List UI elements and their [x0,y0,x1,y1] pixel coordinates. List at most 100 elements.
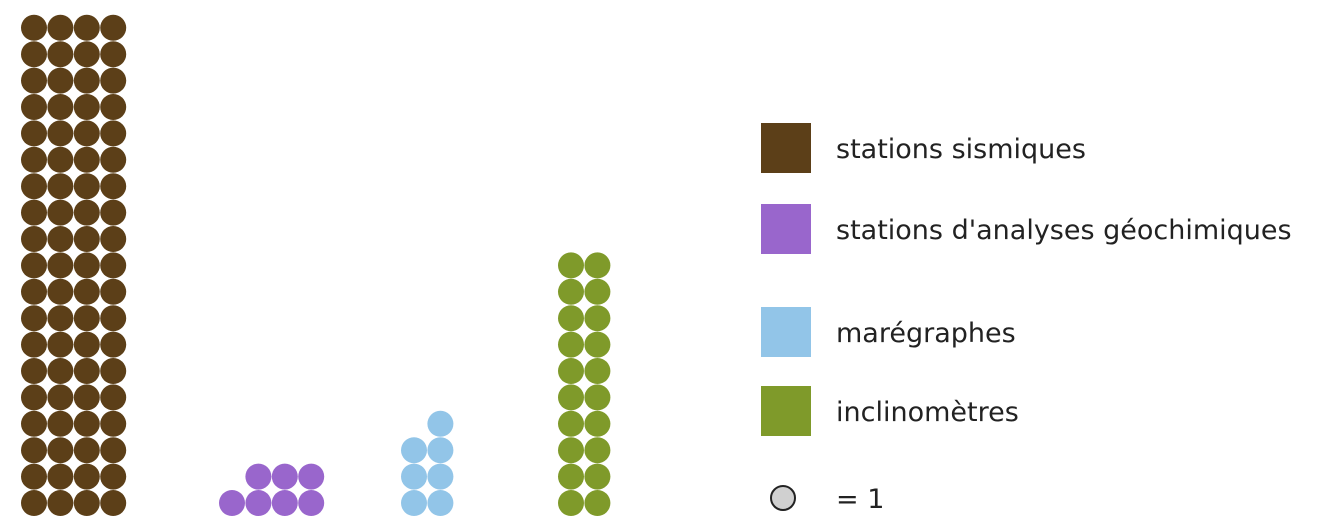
legend-swatch-0 [761,123,811,173]
dot-sismiques-9 [47,437,74,464]
dot-sismiques-43 [100,226,127,252]
dot-inclinometres-14 [558,305,584,332]
dot-sismiques-73 [47,14,74,41]
dot-sismiques-3 [100,490,127,516]
dot-sismiques-65 [47,67,74,94]
dot-sismiques-39 [100,252,127,279]
dot-sismiques-26 [73,331,100,358]
dot-sismiques-40 [21,226,47,252]
dot-sismiques-15 [100,410,127,437]
dot-inclinometres-10 [558,358,584,384]
dot-sismiques-7 [100,463,127,490]
dot-sismiques-27 [100,331,127,358]
dot-maregraphes-1 [427,490,454,516]
dot-inclinometres-1 [584,490,611,516]
dot-sismiques-13 [47,410,74,437]
dot-sismiques-0 [21,490,47,516]
dot-geochimiques-0 [219,490,245,516]
dot-sismiques-25 [47,331,74,358]
dot-geochimiques-3 [298,490,325,516]
dot-sismiques-14 [73,410,100,437]
dot-sismiques-21 [47,358,74,384]
dot-inclinometres-15 [584,305,611,332]
dot-sismiques-20 [21,358,47,384]
dot-inclinometres-18 [558,252,584,279]
dot-maregraphes-5 [427,437,454,464]
dot-sismiques-45 [47,199,74,226]
dot-sismiques-23 [100,358,127,384]
dot-geochimiques-6 [245,463,272,490]
dot-geochimiques-5 [271,463,298,490]
dot-sismiques-35 [100,278,127,305]
legend-swatch-1 [761,204,811,254]
dot-sismiques-10 [73,437,100,464]
dot-inclinometres-17 [584,278,611,305]
dot-sismiques-1 [47,490,74,516]
dot-maregraphes-6 [427,410,454,437]
dot-sismiques-34 [73,278,100,305]
dot-sismiques-11 [100,437,127,464]
dot-sismiques-38 [73,252,100,279]
dot-sismiques-5 [47,463,74,490]
dot-inclinometres-0 [558,490,584,516]
dot-sismiques-61 [47,94,74,120]
dot-sismiques-72 [21,14,47,41]
dot-sismiques-33 [47,278,74,305]
dot-sismiques-74 [73,14,100,41]
dot-sismiques-19 [100,384,127,411]
dot-sismiques-37 [47,252,74,279]
legend: stations sismiques stations d'analyses gé… [761,123,1292,515]
dot-inclinometres-9 [584,384,611,411]
dot-sismiques-71 [100,41,127,68]
dot-sismiques-51 [100,173,127,200]
dot-sismiques-31 [100,305,127,332]
dot-inclinometres-16 [558,278,584,305]
dot-sismiques-17 [47,384,74,411]
chart-dots [21,14,611,516]
dot-inclinometres-12 [558,331,584,358]
dot-sismiques-75 [100,14,127,41]
dot-maregraphes-4 [401,437,427,464]
dot-sismiques-48 [21,173,47,200]
dot-sismiques-30 [73,305,100,332]
dot-sismiques-69 [47,41,74,68]
dot-sismiques-18 [73,384,100,411]
dot-inclinometres-2 [558,463,584,490]
legend-swatch-2 [761,307,811,357]
dot-sismiques-32 [21,278,47,305]
dot-sismiques-16 [21,384,47,411]
dot-inclinometres-19 [584,252,611,279]
dot-sismiques-55 [100,146,127,173]
dot-sismiques-46 [73,199,100,226]
dot-inclinometres-13 [584,331,611,358]
dot-sismiques-60 [21,94,47,120]
dot-sismiques-42 [73,226,100,252]
dot-inclinometres-8 [558,384,584,411]
dot-sismiques-24 [21,331,47,358]
dot-inclinometres-5 [584,437,611,464]
key-dot-icon [770,485,796,511]
key-label: = 1 [836,484,884,515]
legend-label-0: stations sismiques [836,134,1086,165]
dot-sismiques-12 [21,410,47,437]
dot-sismiques-41 [47,226,74,252]
dot-sismiques-8 [21,437,47,464]
dot-sismiques-58 [73,120,100,147]
dot-sismiques-50 [73,173,100,200]
dot-inclinometres-4 [558,437,584,464]
dot-sismiques-36 [21,252,47,279]
dot-sismiques-57 [47,120,74,147]
dot-sismiques-53 [47,146,74,173]
dot-inclinometres-3 [584,463,611,490]
dot-sismiques-6 [73,463,100,490]
dot-sismiques-63 [100,94,127,120]
dot-sismiques-47 [100,199,127,226]
dot-maregraphes-2 [401,463,427,490]
legend-swatch-3 [761,386,811,436]
dot-geochimiques-4 [298,463,325,490]
dot-sismiques-56 [21,120,47,147]
dot-geochimiques-1 [245,490,272,516]
dot-sismiques-52 [21,146,47,173]
dot-sismiques-4 [21,463,47,490]
